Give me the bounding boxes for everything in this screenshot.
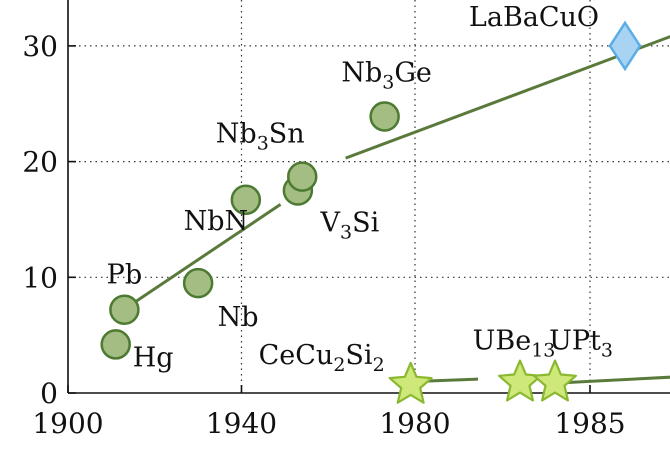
marker-nb: [182, 267, 214, 299]
y-tick-label: 20: [22, 146, 58, 179]
label-ube13: UBe13: [473, 326, 556, 362]
marker-labacuo: [608, 20, 642, 72]
label-nbn: NbN: [184, 206, 249, 237]
x-tick-label: 1985: [554, 407, 625, 440]
marker-nb3ge: [369, 101, 400, 132]
y-tick-label: 10: [22, 261, 58, 294]
trend-line: [127, 203, 282, 308]
x-tick-label: 1980: [379, 407, 450, 440]
label-upt3: UPt3: [549, 326, 613, 362]
label-nb: Nb: [218, 302, 259, 333]
axes: 0 10 20 30 1900 1940 1980 1985: [22, 0, 670, 440]
label-cecu2si2: CeCu2Si2: [259, 340, 385, 376]
x-tick-label: 1900: [32, 407, 103, 440]
marker-nbn: [230, 184, 262, 216]
label-labacuo: LaBaCuO: [469, 2, 599, 33]
trend-line: [345, 35, 670, 160]
marker-hg: [100, 329, 131, 360]
point-labels: Hg Pb Nb NbN V3Si Nb3Sn Nb3Ge CeCu2Si2 UBe13UPt3…: [107, 2, 613, 376]
marker-nb3sn: [286, 161, 318, 192]
grid-lines: [68, 0, 670, 393]
y-tick-label: 30: [22, 30, 58, 63]
label-nb3ge: Nb3Ge: [341, 57, 432, 93]
x-tick-label: 1940: [206, 407, 277, 440]
marker-ube13: [498, 359, 542, 402]
marker-cecu2si2: [388, 361, 433, 404]
label-v3si: V3Si: [320, 208, 380, 244]
label-pb: Pb: [107, 260, 142, 291]
marker-upt3: [533, 359, 577, 402]
label-nb3sn: Nb3Sn: [216, 119, 305, 155]
marker-pb: [109, 294, 140, 325]
y-tick-label: 0: [40, 377, 58, 410]
trend-line: [565, 375, 670, 385]
data-markers: [100, 20, 642, 404]
label-hg: Hg: [133, 342, 174, 373]
